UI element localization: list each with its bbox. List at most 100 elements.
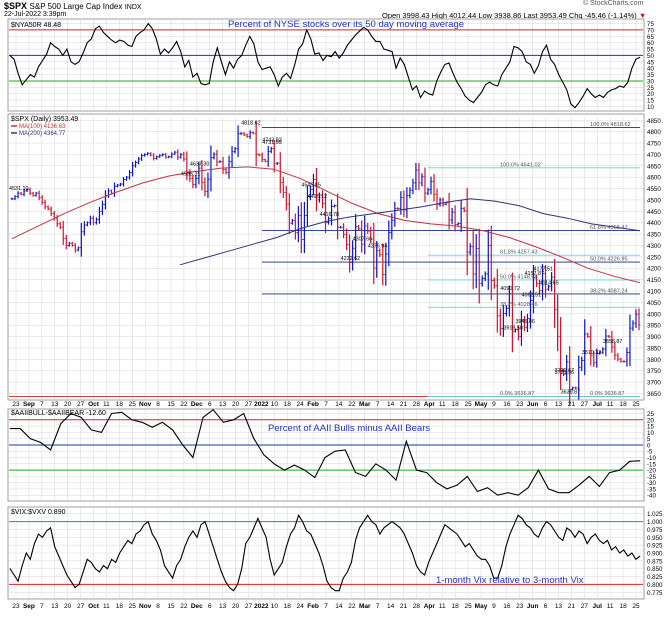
- nyse-data-point: [107, 35, 108, 37]
- nyse-data-point: [21, 84, 23, 86]
- vix-legend: $VIX:$VXV 0.890: [11, 509, 66, 516]
- price-x-tick-label: 10: [271, 401, 279, 408]
- nyse-data-point: [225, 74, 226, 75]
- price-value-label: 3810.32: [582, 350, 602, 356]
- vix-data-point: [17, 580, 19, 582]
- aaii-tick-label: 10: [647, 430, 654, 437]
- vix-data-point: [216, 558, 218, 560]
- aaii-data-point: [243, 413, 245, 414]
- symbol: $SPX: [4, 1, 28, 11]
- vix-data-point: [115, 562, 117, 563]
- aaii-data-point: [9, 428, 11, 429]
- nyse-data-point: [542, 51, 543, 53]
- vix-data-point: [159, 549, 161, 551]
- aaii-data-point: [334, 450, 336, 452]
- vix-tick-label: 0.975: [647, 527, 663, 534]
- nyse-data-point: [452, 72, 454, 74]
- price-x-tick-label: Mar: [359, 401, 371, 408]
- price-x-tick-label: 6: [208, 401, 212, 408]
- nyse-data-point: [533, 72, 535, 74]
- price-x-tick-label: 22: [180, 401, 188, 408]
- aaii-data-point: [416, 469, 417, 471]
- nyse-data-point: [216, 47, 218, 49]
- vix-data-point: [513, 524, 515, 526]
- vix-tick-label: 0.800: [647, 582, 663, 589]
- aaii-data-point: [456, 484, 458, 486]
- price-value-label: 4818.62: [241, 120, 260, 126]
- price-x-tick-label: 6: [544, 401, 548, 408]
- price-x-tick-label: 27: [77, 401, 85, 408]
- vix-data-point: [432, 552, 434, 554]
- aaii-data-point: [558, 492, 560, 494]
- price-value-label: 3918.50: [503, 325, 523, 331]
- price-value-label: 4595.31: [181, 171, 201, 177]
- nyse-tick-label: 25: [647, 85, 654, 92]
- price-value-label: 3721.56: [555, 370, 575, 376]
- price-x-tick-label: 25: [129, 401, 137, 408]
- vix-data-point: [281, 562, 283, 563]
- vix-x-tick-label: 6: [208, 603, 212, 610]
- vix-data-point: [403, 533, 405, 535]
- nyse-data-point: [285, 72, 287, 74]
- vix-data-point: [90, 562, 92, 563]
- nyse-data-point: [302, 43, 304, 45]
- nyse-data-point: [172, 47, 173, 49]
- nyse-data-point: [119, 39, 121, 41]
- nyse-data-point: [351, 39, 352, 41]
- price-x-tick-label: 20: [232, 401, 240, 408]
- price-x-tick-label: 13: [555, 401, 563, 408]
- vix-data-point: [70, 580, 72, 582]
- vix-data-point: [424, 574, 425, 576]
- aaii-data-point: [29, 438, 31, 440]
- price-x-tick-label: 18: [619, 401, 627, 408]
- aaii-tick-label: -15: [647, 461, 657, 468]
- aaii-data-point: [50, 449, 52, 451]
- nyse-data-point: [46, 53, 47, 55]
- price-tick-label: 3800: [647, 357, 661, 364]
- fib-level-label: 0.0% 3636.87: [500, 391, 535, 397]
- price-x-tick-label: 25: [464, 401, 472, 408]
- price-x-tick-label: 11: [607, 401, 614, 408]
- vix-data-point: [285, 546, 287, 548]
- price-x-tick-label: Feb: [307, 401, 319, 408]
- vix-data-point: [257, 518, 259, 519]
- nyse-data-point: [99, 25, 100, 27]
- nyse-data-point: [428, 93, 430, 95]
- nyse-data-point: [363, 26, 365, 28]
- nyse-data-point: [127, 44, 129, 46]
- vix-data-point: [123, 546, 125, 548]
- nyse-data-point: [196, 72, 198, 74]
- nyse-data-point: [367, 29, 369, 31]
- nyse-data-point: [448, 62, 450, 64]
- nyse-data-point: [594, 97, 596, 98]
- aaii-data-point: [294, 464, 295, 466]
- aaii-data-point: [212, 409, 214, 411]
- price-tick-label: 4400: [647, 220, 661, 227]
- aaii-data-point: [487, 487, 488, 489]
- nyse-data-point: [505, 67, 507, 69]
- vix-data-point: [481, 558, 482, 560]
- aaii-data-point: [619, 469, 621, 471]
- aaii-data-point: [273, 463, 275, 465]
- vix-data-point: [135, 533, 137, 535]
- aaii-data-point: [355, 472, 356, 473]
- nyse-data-point: [204, 84, 206, 86]
- vix-data-point: [111, 558, 113, 560]
- vix-x-tick-label: 15: [167, 603, 175, 610]
- vix-x-tick-label: 13: [51, 603, 59, 610]
- price-value-label: 4157.87: [524, 271, 544, 277]
- vix-x-tick-label: 14: [335, 603, 343, 610]
- price-x-tick-label: 14: [335, 401, 343, 408]
- vix-data-point: [582, 533, 584, 535]
- aaii-data-point: [90, 429, 92, 431]
- nyse-data-point: [200, 83, 202, 84]
- price-value-label: 4495.12: [307, 194, 327, 200]
- nyse-data-point: [517, 47, 519, 49]
- vix-data-point: [66, 574, 68, 576]
- aaii-data-point: [222, 421, 224, 423]
- vix-data-point: [342, 577, 344, 579]
- nyse-data-point: [432, 94, 434, 96]
- vix-data-point: [103, 565, 104, 566]
- aaii-data-point: [304, 469, 306, 471]
